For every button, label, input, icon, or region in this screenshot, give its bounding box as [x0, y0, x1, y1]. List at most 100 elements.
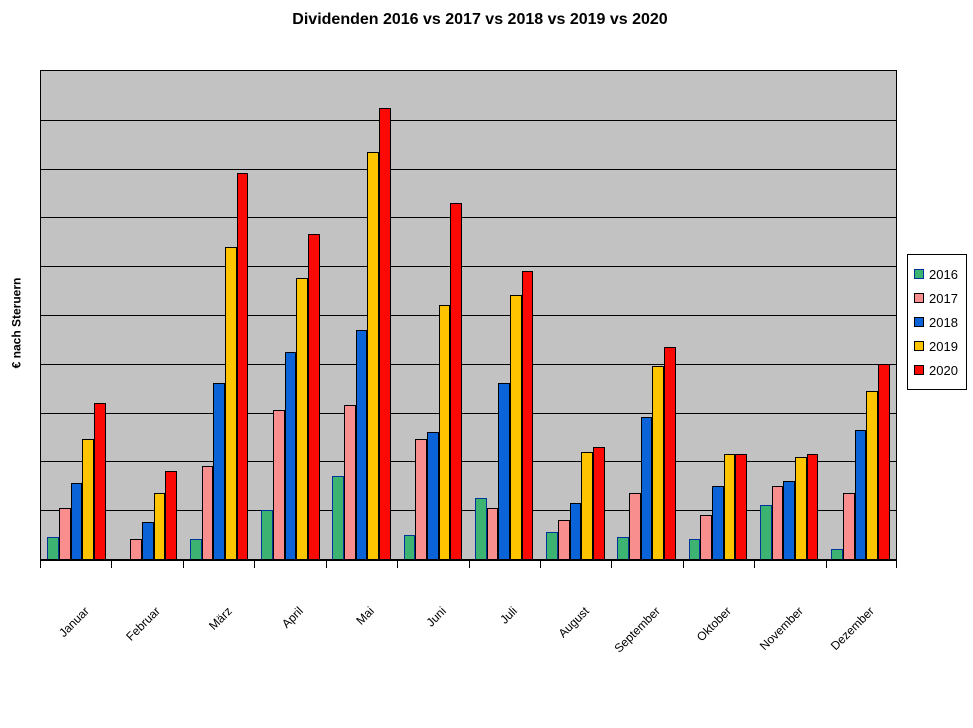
- bar-2019-august: [581, 451, 593, 559]
- bar-2017-april: [272, 410, 285, 559]
- bar-2020-januar: [94, 402, 106, 559]
- bar-2018-oktober: [712, 485, 724, 559]
- y-axis-label: € nach Steruern: [9, 277, 24, 368]
- legend-label-2020: 2020: [929, 362, 958, 378]
- bar-2017-märz: [201, 466, 214, 559]
- bar-2017-juni: [415, 439, 428, 559]
- bar-2019-mai: [367, 151, 380, 559]
- x-axis-label-november: November: [756, 604, 806, 654]
- x-axis-label-januar: Januar: [55, 604, 92, 640]
- bar-group-november: [754, 71, 825, 559]
- bar-group-juni: [397, 71, 468, 559]
- x-axis-label-april: April: [278, 604, 306, 631]
- axis-tick: [539, 561, 541, 568]
- gridline: [41, 217, 896, 219]
- bar-2017-september: [629, 493, 641, 559]
- axis-tick: [825, 561, 827, 568]
- legend-item-2020: 2020: [914, 358, 960, 382]
- bar-2016-april: [261, 510, 273, 559]
- legend-label-2016: 2016: [929, 266, 958, 282]
- bar-group-juli: [469, 71, 540, 559]
- bar-group-februar: [112, 71, 183, 559]
- bar-2017-august: [557, 519, 570, 559]
- gridline: [41, 266, 896, 268]
- bar-2019-april: [296, 278, 308, 559]
- x-axis-label-dezember: Dezember: [828, 604, 878, 654]
- legend-item-2016: 2016: [914, 262, 960, 286]
- bar-2018-januar: [70, 483, 83, 559]
- bar-group-januar: [41, 71, 112, 559]
- bar-2017-november: [771, 485, 784, 559]
- axis-tick: [397, 561, 399, 568]
- bar-2018-juni: [427, 432, 439, 559]
- x-axis-label-oktober: Oktober: [694, 604, 735, 645]
- x-axis-label-märz: März: [205, 604, 235, 633]
- bar-group-mai: [326, 71, 397, 559]
- bar-2020-oktober: [735, 454, 748, 559]
- bar-2020-märz: [236, 173, 249, 559]
- bar-2019-juni: [438, 305, 451, 559]
- x-axis-label-august: August: [555, 604, 592, 641]
- legend-label-2017: 2017: [929, 290, 958, 306]
- axis-tick: [254, 561, 256, 568]
- bar-2019-september: [652, 366, 665, 559]
- axis-tick: [468, 561, 470, 568]
- bar-2017-juli: [486, 507, 499, 559]
- bar-2017-februar: [130, 539, 143, 559]
- axis-tick: [682, 561, 684, 568]
- legend-swatch-2016: [914, 269, 924, 279]
- gridline: [41, 461, 896, 463]
- bar-2019-juli: [509, 295, 522, 559]
- bar-2018-august: [569, 502, 582, 559]
- bar-2016-oktober: [688, 539, 701, 559]
- legend-swatch-2018: [914, 317, 924, 327]
- bar-group-märz: [183, 71, 254, 559]
- bar-2020-februar: [165, 471, 178, 559]
- axis-tick: [754, 561, 756, 568]
- bar-2017-januar: [59, 507, 71, 559]
- bar-2019-märz: [224, 246, 237, 559]
- bar-2020-august: [592, 446, 605, 559]
- axis-tick: [182, 561, 184, 568]
- x-axis-ticks: [40, 561, 897, 569]
- axis-tick: [111, 561, 113, 568]
- axis-tick: [325, 561, 327, 568]
- legend-item-2018: 2018: [914, 310, 960, 334]
- bar-2019-dezember: [866, 390, 878, 559]
- gridline: [41, 510, 896, 512]
- bar-2017-mai: [344, 405, 356, 559]
- bar-2016-märz: [189, 539, 202, 559]
- bar-group-april: [255, 71, 326, 559]
- legend: 2016 2017 2018 2019 2020: [907, 254, 967, 390]
- gridline: [41, 119, 896, 121]
- axis-tick: [611, 561, 613, 568]
- legend-item-2017: 2017: [914, 286, 960, 310]
- plot-area: [40, 70, 897, 561]
- bar-2020-november: [806, 454, 819, 559]
- bar-2017-dezember: [842, 493, 855, 559]
- bar-2018-november: [783, 480, 795, 559]
- legend-label-2018: 2018: [929, 314, 958, 330]
- legend-swatch-2020: [914, 365, 924, 375]
- x-axis-label-juli: Juli: [497, 604, 521, 627]
- bar-2016-juli: [474, 498, 487, 559]
- bar-2016-mai: [332, 476, 345, 559]
- bar-2020-september: [664, 346, 676, 559]
- x-axis-label-mai: Mai: [353, 604, 378, 628]
- gridline: [41, 168, 896, 170]
- bar-2020-dezember: [877, 363, 890, 559]
- bar-2019-november: [794, 456, 807, 559]
- bar-2020-juni: [450, 202, 463, 559]
- bar-2016-dezember: [831, 549, 843, 559]
- gridline: [41, 363, 896, 365]
- x-axis-labels: Januar Februar März April Mai Juni Juli August S…: [40, 604, 897, 694]
- gridline: [41, 315, 896, 316]
- bar-2019-januar: [82, 439, 95, 559]
- bar-2018-mai: [355, 329, 368, 559]
- axis-tick: [896, 561, 897, 568]
- bar-2018-dezember: [854, 429, 867, 559]
- bar-2019-februar: [153, 493, 166, 559]
- axis-tick: [40, 561, 41, 568]
- bar-2020-mai: [379, 107, 391, 559]
